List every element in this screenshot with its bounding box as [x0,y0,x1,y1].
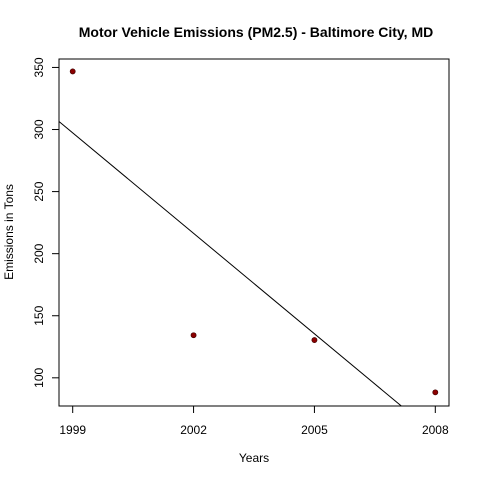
y-tick-label: 200 [32,243,46,263]
data-point [311,337,318,343]
data-point [190,332,197,339]
x-axis-label: Years [239,451,269,465]
chart-title: Motor Vehicle Emissions (PM2.5) - Baltim… [79,24,433,40]
y-tick-label: 100 [32,367,46,387]
data-point [432,389,439,396]
data-point [69,68,76,75]
x-tick-label: 2008 [422,423,449,437]
y-tick-label: 350 [32,57,46,77]
y-axis-label: Emissions in Tons [2,184,16,280]
x-tick-label: 2005 [301,423,328,437]
x-tick-label: 1999 [59,423,86,437]
y-tick-label: 250 [32,181,46,201]
x-tick-label: 2002 [180,423,207,437]
y-tick-label: 300 [32,119,46,139]
plot-area: 1999 2002 2005 2008 100 150 200 250 300 350 [32,57,450,437]
trend-line [59,121,403,406]
plot-frame [58,58,450,407]
y-tick-label: 150 [32,305,46,325]
